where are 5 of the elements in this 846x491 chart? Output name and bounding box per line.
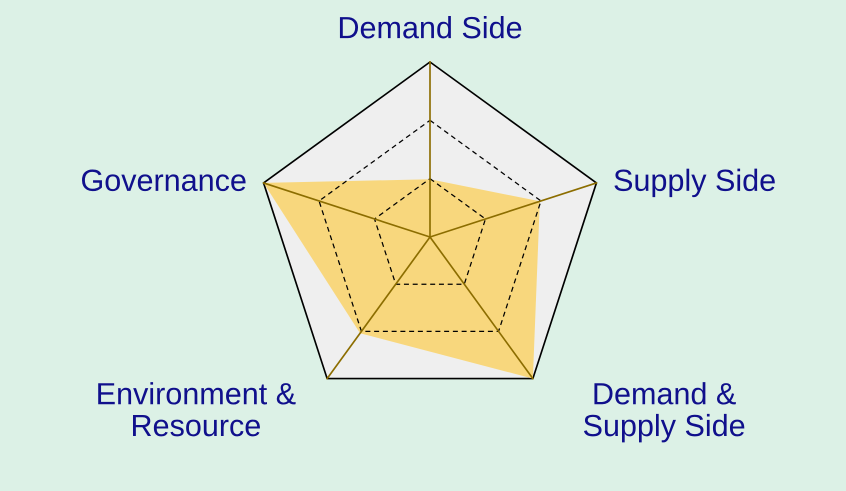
spoke-label: Supply Side	[614, 168, 775, 198]
spoke-label: Demand & Supply Side	[584, 382, 744, 442]
spoke-label: Demand Side	[340, 16, 522, 38]
spoke-label: Environment & Resource	[98, 382, 296, 436]
spoke-label: Governance	[82, 169, 246, 192]
